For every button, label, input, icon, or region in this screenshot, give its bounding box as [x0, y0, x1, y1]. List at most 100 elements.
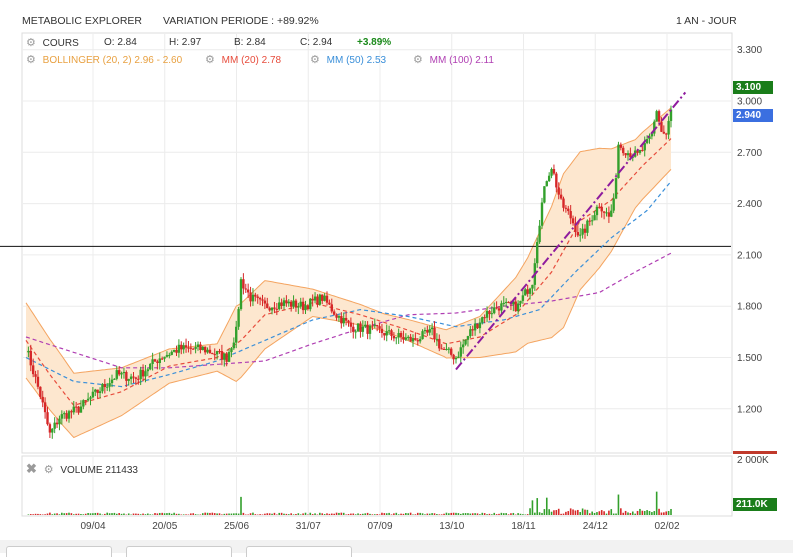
- candle-body: [663, 132, 665, 134]
- volume-bar: [634, 514, 636, 515]
- volume-bar: [269, 513, 271, 515]
- volume-bar: [567, 511, 569, 515]
- volume-bar: [293, 514, 295, 515]
- volume-bar: [298, 513, 300, 515]
- gear-icon[interactable]: ⚙: [26, 37, 36, 49]
- volume-bar: [503, 513, 505, 515]
- candle-body: [486, 311, 488, 318]
- volume-bar: [149, 514, 151, 515]
- candle-body: [503, 303, 505, 304]
- volume-bar: [498, 514, 500, 515]
- volume-bar: [145, 514, 147, 515]
- candle-body: [536, 242, 538, 263]
- candle-body: [276, 309, 278, 310]
- volume-bar: [190, 513, 192, 515]
- volume-bar: [453, 513, 455, 515]
- volume-bar: [405, 513, 407, 515]
- candle-body: [407, 337, 409, 338]
- candle-body: [68, 411, 70, 419]
- close-icon[interactable]: ✖: [26, 461, 37, 476]
- gear-icon[interactable]: ⚙: [44, 464, 54, 476]
- candle-body: [515, 301, 517, 311]
- volume-bar: [166, 513, 168, 515]
- candle-body: [371, 326, 373, 327]
- volume-bar: [436, 514, 438, 515]
- volume-bar: [90, 513, 92, 515]
- y-tick-label: 3.000: [737, 97, 762, 108]
- candle-body: [658, 111, 660, 122]
- volume-bar: [369, 514, 371, 515]
- candle-body: [445, 349, 447, 350]
- candle-body: [82, 400, 84, 406]
- volume-bar: [302, 513, 304, 515]
- volume-bar: [613, 514, 615, 515]
- volume-bar: [207, 513, 209, 515]
- candle-body: [278, 302, 280, 309]
- volume-bar: [651, 512, 653, 515]
- volume-bar: [529, 508, 531, 515]
- volume-bar: [173, 513, 175, 515]
- candle-body: [249, 292, 251, 301]
- volume-bar: [157, 513, 159, 515]
- candle-body: [154, 359, 156, 361]
- volume-bar: [54, 514, 56, 515]
- volume-bar: [183, 514, 185, 515]
- candle-body: [49, 424, 51, 432]
- candle-body: [61, 414, 63, 418]
- footer-tab[interactable]: [6, 546, 112, 557]
- volume-bar: [226, 514, 228, 515]
- candle-body: [75, 407, 77, 408]
- volume-bar: [286, 514, 288, 515]
- candle-body: [581, 229, 583, 235]
- candle-body: [319, 295, 321, 305]
- candle-body: [412, 338, 414, 341]
- volume-bar: [278, 513, 280, 515]
- footer-tab[interactable]: [126, 546, 232, 557]
- volume-bar: [185, 514, 187, 515]
- volume-bar: [591, 512, 593, 515]
- volume-bar: [37, 514, 39, 515]
- volume-bar: [455, 513, 457, 515]
- candle-body: [123, 372, 125, 373]
- volume-bar: [106, 513, 108, 515]
- period-selector[interactable]: 1 AN - JOUR: [676, 15, 737, 27]
- volume-bar: [579, 512, 581, 515]
- candle-body: [328, 303, 330, 305]
- volume-scale-label: 2 000K: [737, 455, 769, 466]
- volume-bar: [176, 514, 178, 515]
- volume-bar: [462, 513, 464, 515]
- gear-icon[interactable]: ⚙: [205, 54, 215, 66]
- gear-icon[interactable]: ⚙: [413, 54, 423, 66]
- gear-icon[interactable]: ⚙: [26, 54, 36, 66]
- volume-bar: [147, 514, 149, 515]
- volume-bar: [505, 513, 507, 515]
- candle-body: [345, 318, 347, 321]
- change-value: +3.89%: [357, 37, 391, 48]
- candle-body: [579, 235, 581, 236]
- candle-body: [247, 290, 249, 293]
- gear-icon[interactable]: ⚙: [310, 54, 320, 66]
- volume-bar: [400, 514, 402, 515]
- candle-body: [132, 377, 134, 378]
- candle-body: [333, 311, 335, 314]
- candle-body: [216, 351, 218, 354]
- footer-tab[interactable]: [246, 546, 352, 557]
- volume-bar: [364, 513, 366, 515]
- candle-body: [166, 355, 168, 357]
- volume-bar: [470, 514, 472, 515]
- candle-body: [37, 377, 39, 387]
- volume-bar: [350, 514, 352, 515]
- candle-body: [309, 299, 311, 309]
- candle-body: [156, 361, 158, 363]
- volume-bar: [281, 513, 283, 515]
- volume-bar: [171, 514, 173, 515]
- volume-bar: [329, 514, 331, 515]
- volume-bar: [192, 513, 194, 515]
- candle-body: [273, 308, 275, 309]
- volume-bar: [68, 513, 70, 515]
- volume-bar: [668, 511, 670, 515]
- volume-bar: [481, 513, 483, 515]
- candle-body: [254, 295, 256, 297]
- volume-bar: [589, 513, 591, 515]
- candle-body: [529, 289, 531, 294]
